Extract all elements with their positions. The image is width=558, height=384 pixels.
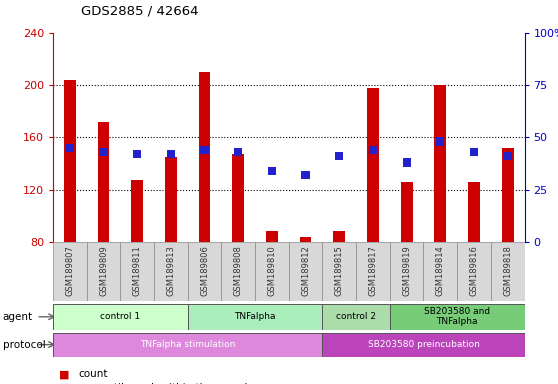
Bar xyxy=(187,242,222,301)
Bar xyxy=(300,237,311,242)
Bar xyxy=(232,154,244,242)
Bar xyxy=(255,242,289,301)
Text: GDS2885 / 42664: GDS2885 / 42664 xyxy=(81,4,199,17)
Bar xyxy=(323,242,356,301)
Text: TNFalpha stimulation: TNFalpha stimulation xyxy=(140,340,235,349)
Text: TNFalpha: TNFalpha xyxy=(234,312,276,321)
Bar xyxy=(491,242,525,301)
Bar xyxy=(424,242,457,301)
Bar xyxy=(98,122,109,242)
Text: SB203580 and
TNFalpha: SB203580 and TNFalpha xyxy=(424,307,490,326)
Text: GSM189806: GSM189806 xyxy=(200,245,209,296)
Bar xyxy=(402,158,411,167)
Bar xyxy=(323,333,525,357)
Text: GSM189819: GSM189819 xyxy=(402,245,411,296)
Bar xyxy=(53,242,86,301)
Bar xyxy=(266,232,278,242)
Text: agent: agent xyxy=(3,312,33,322)
Bar xyxy=(187,304,323,330)
Bar xyxy=(436,137,445,146)
Bar xyxy=(234,148,242,156)
Text: count: count xyxy=(78,369,108,379)
Bar xyxy=(199,72,210,242)
Bar xyxy=(165,157,177,242)
Text: GSM189813: GSM189813 xyxy=(166,245,175,296)
Bar xyxy=(131,180,143,242)
Bar xyxy=(503,152,512,160)
Bar xyxy=(468,182,480,242)
Bar xyxy=(356,242,390,301)
Bar xyxy=(390,242,424,301)
Text: ■: ■ xyxy=(59,383,69,384)
Bar xyxy=(222,242,255,301)
Bar xyxy=(435,85,446,242)
Bar xyxy=(367,88,379,242)
Bar xyxy=(289,242,323,301)
Bar xyxy=(457,242,491,301)
Bar xyxy=(335,152,343,160)
Bar xyxy=(369,146,377,154)
Text: percentile rank within the sample: percentile rank within the sample xyxy=(78,383,254,384)
Text: protocol: protocol xyxy=(3,339,46,350)
Bar xyxy=(99,148,108,156)
Bar xyxy=(333,232,345,242)
Text: GSM189816: GSM189816 xyxy=(469,245,479,296)
Text: GSM189810: GSM189810 xyxy=(267,245,276,296)
Bar xyxy=(86,242,121,301)
Bar xyxy=(401,182,412,242)
Text: GSM189812: GSM189812 xyxy=(301,245,310,296)
Bar xyxy=(390,304,525,330)
Text: GSM189808: GSM189808 xyxy=(234,245,243,296)
Bar xyxy=(53,333,323,357)
Bar xyxy=(154,242,187,301)
Bar xyxy=(200,146,209,154)
Bar xyxy=(121,242,154,301)
Bar xyxy=(323,304,390,330)
Bar xyxy=(502,148,513,242)
Text: control 1: control 1 xyxy=(100,312,141,321)
Text: control 2: control 2 xyxy=(336,312,376,321)
Bar xyxy=(53,304,187,330)
Bar xyxy=(64,80,76,242)
Bar xyxy=(133,150,141,158)
Text: GSM189807: GSM189807 xyxy=(65,245,74,296)
Bar xyxy=(66,144,74,152)
Text: SB203580 preincubation: SB203580 preincubation xyxy=(368,340,479,349)
Bar xyxy=(268,167,276,175)
Bar xyxy=(301,171,310,179)
Text: GSM189814: GSM189814 xyxy=(436,245,445,296)
Text: GSM189817: GSM189817 xyxy=(368,245,377,296)
Text: ■: ■ xyxy=(59,369,69,379)
Text: GSM189818: GSM189818 xyxy=(503,245,512,296)
Text: GSM189809: GSM189809 xyxy=(99,245,108,296)
Text: GSM189811: GSM189811 xyxy=(133,245,142,296)
Text: GSM189815: GSM189815 xyxy=(335,245,344,296)
Bar xyxy=(167,150,175,158)
Bar xyxy=(470,148,478,156)
